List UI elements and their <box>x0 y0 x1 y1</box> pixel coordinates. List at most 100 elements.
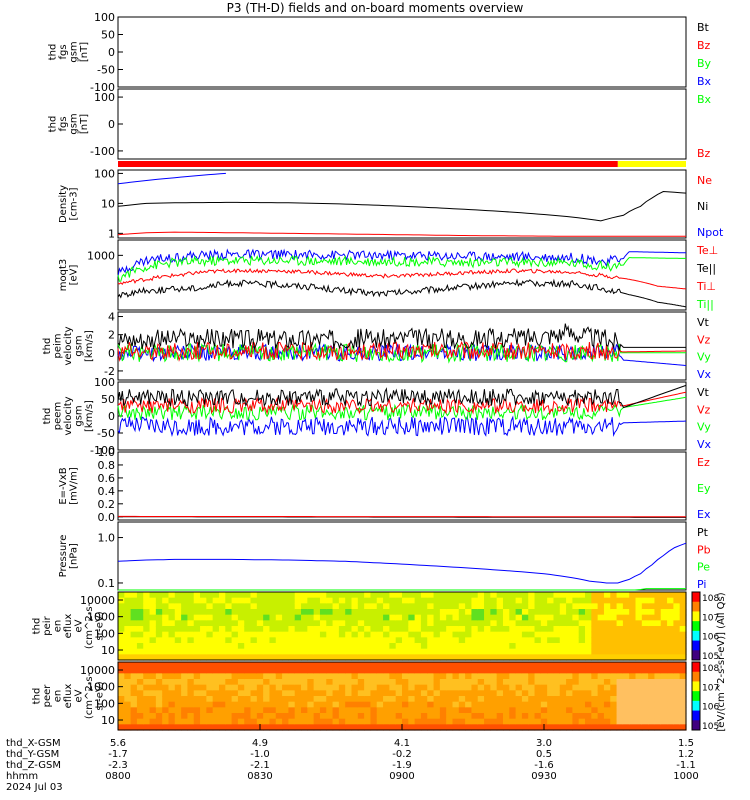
heatmap-cell <box>654 603 662 610</box>
heatmap-cell <box>427 643 435 650</box>
heatmap-cell <box>673 696 681 703</box>
heatmap-cell <box>597 631 605 638</box>
heatmap-cell <box>458 643 466 650</box>
heatmap-cell <box>578 654 586 661</box>
heatmap-cell <box>250 614 258 621</box>
heatmap-cell <box>282 592 289 599</box>
colorbar-tick-label: 106 <box>702 703 719 713</box>
colorbar-label: [eV/(cm^2-s-sr-eV)] (All Qs) <box>716 592 727 731</box>
heatmap-cell <box>345 620 353 627</box>
heatmap-cell <box>187 603 195 610</box>
heatmap-cell <box>244 631 252 638</box>
heatmap-cell <box>231 654 239 661</box>
series-line <box>117 190 687 222</box>
heatmap-cell <box>446 614 454 621</box>
heatmap-cell <box>622 609 630 616</box>
heatmap-cell <box>559 603 567 610</box>
colorbar-frame <box>691 661 701 731</box>
heatmap-cell <box>566 713 573 720</box>
heatmap-cell <box>433 667 441 674</box>
heatmap-cell <box>181 679 189 686</box>
heatmap-cell <box>155 597 163 604</box>
heatmap-cell <box>603 673 611 680</box>
heatmap-cell <box>635 701 643 708</box>
heatmap-cell <box>124 684 132 691</box>
heatmap-cell <box>427 637 435 644</box>
heatmap-cell <box>319 690 327 697</box>
heatmap-cell <box>528 609 536 616</box>
heatmap-cell <box>452 690 460 697</box>
heatmap-cell <box>225 643 233 650</box>
heatmap-cell <box>496 592 504 599</box>
heatmap-cell <box>124 609 132 616</box>
heatmap-cell <box>446 637 454 644</box>
heatmap-cell <box>231 643 239 650</box>
heatmap-cell <box>578 626 586 633</box>
y-axis-label: peir <box>42 615 53 635</box>
heatmap-cell <box>452 637 460 644</box>
heatmap-cell <box>319 718 327 725</box>
heatmap-cell <box>200 643 207 650</box>
heatmap-cell <box>319 597 327 604</box>
heatmap-cell <box>572 631 580 638</box>
heatmap-cell <box>635 614 643 621</box>
heatmap-cell <box>572 673 580 680</box>
heatmap-cell <box>256 690 264 697</box>
heatmap-cell <box>509 684 517 691</box>
heatmap-cell <box>244 718 252 725</box>
heatmap-cell <box>635 662 643 669</box>
heatmap-cell <box>572 684 580 691</box>
heatmap-cell <box>420 713 428 720</box>
heatmap-cell <box>673 597 681 604</box>
heatmap-cell <box>490 696 498 703</box>
heatmap-cell <box>597 718 605 725</box>
heatmap-cell <box>433 592 441 599</box>
heatmap-cell <box>364 648 372 655</box>
heatmap-cell <box>383 626 390 633</box>
y-tick-label: 1000 <box>87 611 115 624</box>
heatmap-cell <box>212 592 220 599</box>
heatmap-cell <box>319 673 327 680</box>
heatmap-cell <box>118 696 125 703</box>
heatmap-cell <box>547 696 555 703</box>
heatmap-cell <box>578 679 586 686</box>
heatmap-cell <box>660 713 668 720</box>
heatmap-cell <box>256 609 264 616</box>
heatmap-cell <box>528 707 536 714</box>
heatmap-cell <box>263 667 271 674</box>
heatmap-cell <box>143 592 151 599</box>
heatmap-cell <box>338 684 346 691</box>
heatmap-cell <box>162 626 170 633</box>
heatmap-cell <box>547 626 555 633</box>
heatmap-cell <box>578 609 586 616</box>
heatmap-cell <box>679 707 687 714</box>
heatmap-cell <box>181 648 189 655</box>
heatmap-cell <box>540 620 548 627</box>
heatmap-cell <box>420 609 428 616</box>
heatmap-cell <box>244 690 252 697</box>
heatmap-cell <box>603 614 611 621</box>
heatmap-cell <box>490 620 498 627</box>
heatmap-cell <box>458 707 466 714</box>
heatmap-cell <box>496 713 504 720</box>
heatmap-cell <box>585 707 592 714</box>
heatmap-cell <box>275 713 283 720</box>
heatmap-cell <box>275 614 283 621</box>
heatmap-cell <box>294 654 302 661</box>
heatmap-cell <box>572 667 580 674</box>
heatmap-cell <box>471 667 479 674</box>
heatmap-cell <box>641 643 649 650</box>
heatmap-cell <box>509 637 517 644</box>
heatmap-cell <box>338 631 346 638</box>
heatmap-cell <box>553 654 561 661</box>
heatmap-cell <box>629 620 637 627</box>
heatmap-cell <box>307 662 315 669</box>
heatmap-cell <box>679 667 687 674</box>
heatmap-cell <box>534 609 542 616</box>
heatmap-cell <box>528 643 536 650</box>
heatmap-cell <box>402 654 409 661</box>
heatmap-cell <box>389 667 397 674</box>
heatmap-cell <box>629 690 637 697</box>
heatmap-cell <box>256 620 264 627</box>
heatmap-cell <box>521 673 529 680</box>
